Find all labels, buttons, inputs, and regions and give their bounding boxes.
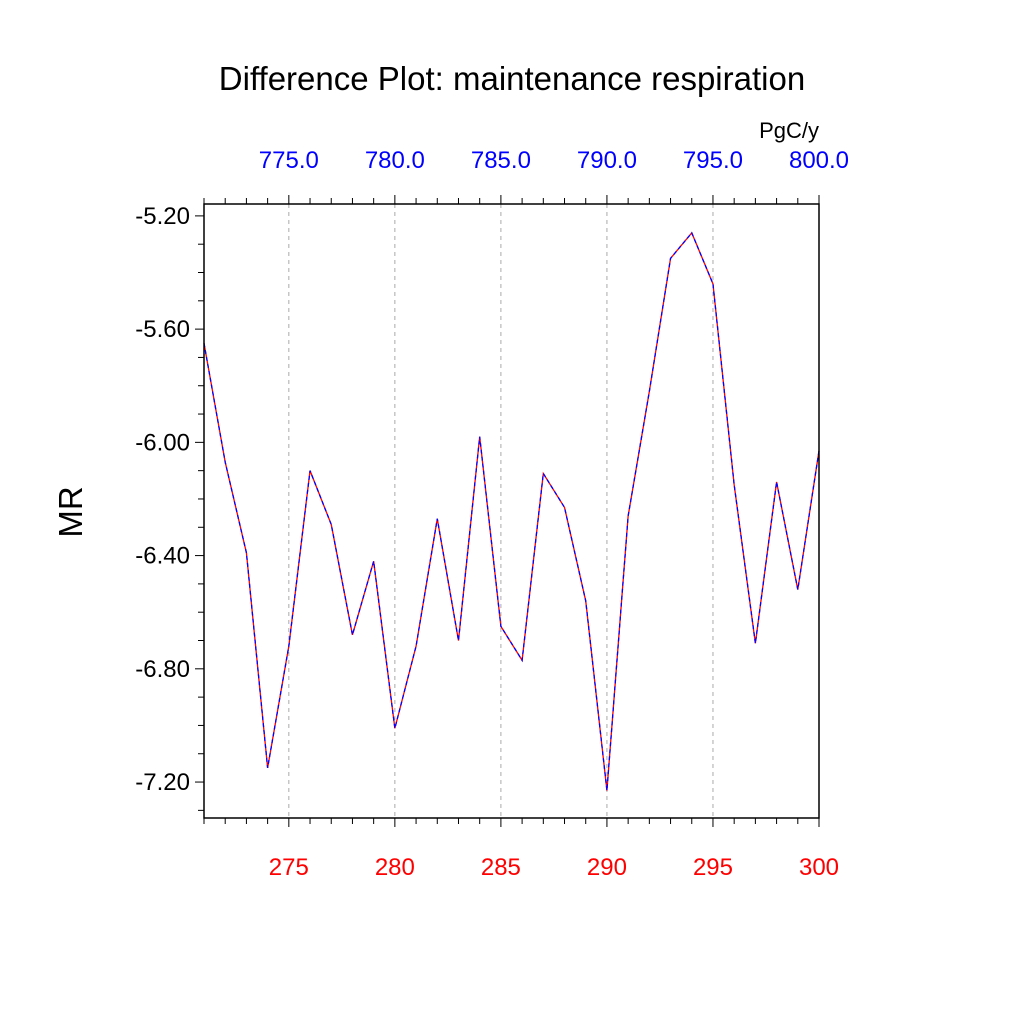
y-tick-label: -6.80 bbox=[135, 656, 190, 683]
x-tick-label: 280 bbox=[375, 854, 415, 881]
y-tick-label: -5.20 bbox=[135, 203, 190, 230]
x-tick-label: 290 bbox=[587, 854, 627, 881]
axis-ticks bbox=[195, 195, 820, 827]
x-tick-label: 285 bbox=[481, 854, 521, 881]
y-tick-label: -7.20 bbox=[135, 769, 190, 796]
top-tick-label: 790.0 bbox=[577, 147, 637, 174]
top-tick-label: 780.0 bbox=[365, 147, 425, 174]
top-tick-label: 775.0 bbox=[259, 147, 319, 174]
chart-title: Difference Plot: maintenance respiration bbox=[219, 60, 805, 97]
top-tick-label: 800.0 bbox=[789, 147, 849, 174]
y-axis-label: MR bbox=[52, 486, 89, 537]
series-lines bbox=[203, 231, 820, 791]
y-tick-label: -5.60 bbox=[135, 316, 190, 343]
series-line-case2 bbox=[203, 231, 820, 791]
series-line-case1 bbox=[203, 231, 820, 791]
top-tick-label: 795.0 bbox=[683, 147, 743, 174]
y-tick-label: -6.00 bbox=[135, 429, 190, 456]
top-axis-units: PgC/y bbox=[759, 118, 819, 143]
top-tick-label: 785.0 bbox=[471, 147, 531, 174]
plot-frame bbox=[203, 203, 820, 819]
x-tick-label: 275 bbox=[269, 854, 309, 881]
grid-lines bbox=[288, 204, 714, 818]
tick-labels: 275 280 285 290 295 300 775.0 780.0 785.0 790.0 79… bbox=[135, 147, 849, 881]
x-tick-label: 300 bbox=[799, 854, 839, 881]
y-tick-label: -6.40 bbox=[135, 543, 190, 570]
x-tick-label: 295 bbox=[693, 854, 733, 881]
